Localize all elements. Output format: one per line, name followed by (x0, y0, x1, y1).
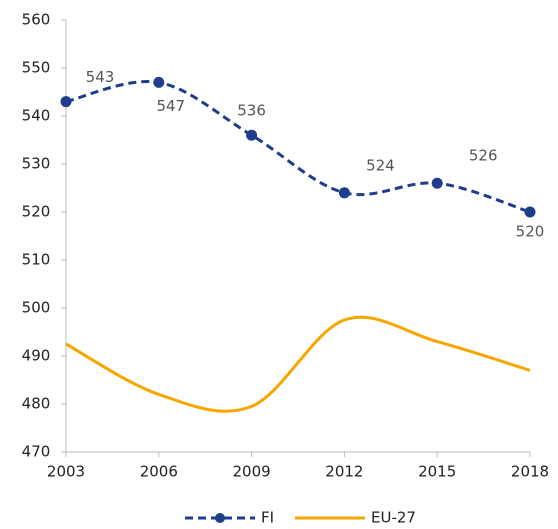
series-line (65, 315, 531, 413)
y-tick-label: 560 (22, 11, 51, 29)
y-tick-label: 470 (22, 443, 51, 461)
x-tick-label: 2018 (511, 463, 549, 481)
y-tick-label: 520 (22, 203, 51, 221)
y-tick-label: 500 (22, 299, 51, 317)
data-label: 543 (86, 68, 115, 86)
point (431, 177, 443, 189)
point (246, 129, 258, 141)
legend-marker (215, 513, 225, 523)
data-label: 547 (156, 97, 185, 115)
data-label: 526 (469, 147, 498, 165)
legend-label: EU-27 (371, 509, 416, 527)
y-tick-label: 530 (22, 155, 51, 173)
point (60, 96, 72, 108)
series-line (65, 79, 531, 214)
point (524, 206, 536, 218)
x-tick-label: 2009 (233, 463, 271, 481)
x-tick-label: 2012 (325, 463, 363, 481)
point (153, 76, 165, 88)
x-tick-label: 2006 (140, 463, 178, 481)
y-tick-label: 490 (22, 347, 51, 365)
legend-label: FI (261, 509, 274, 527)
y-tick-label: 550 (22, 59, 51, 77)
data-label: 536 (237, 102, 266, 120)
point (338, 187, 350, 199)
y-tick-label: 480 (22, 395, 51, 413)
y-tick-label: 510 (22, 251, 51, 269)
data-label: 524 (366, 156, 395, 174)
y-tick-label: 540 (22, 107, 51, 125)
data-label: 520 (516, 223, 545, 241)
x-tick-label: 2003 (47, 463, 85, 481)
x-tick-label: 2015 (418, 463, 456, 481)
